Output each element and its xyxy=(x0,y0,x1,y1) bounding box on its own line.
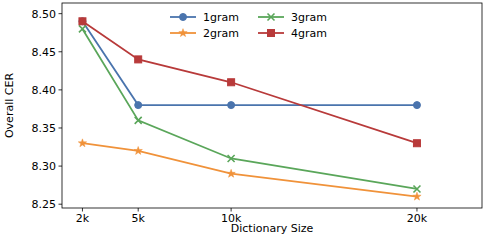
point xyxy=(227,169,235,177)
point xyxy=(78,139,86,147)
series-line xyxy=(82,29,417,189)
x-tick-label: 5k xyxy=(132,212,146,225)
legend-label: 1gram xyxy=(203,11,239,24)
point xyxy=(79,25,86,32)
y-tick-label: 8.35 xyxy=(32,122,57,135)
x-axis-label: Dictionary Size xyxy=(231,222,314,234)
series-line xyxy=(82,21,417,143)
point xyxy=(135,56,142,63)
legend-label: 4gram xyxy=(291,27,327,40)
legend-label: 2gram xyxy=(203,27,239,40)
point xyxy=(228,155,235,162)
legend-marker xyxy=(268,30,275,37)
y-tick xyxy=(59,13,63,14)
point xyxy=(135,117,142,124)
x-tick xyxy=(231,208,232,212)
legend-label: 3gram xyxy=(291,11,327,24)
y-tick xyxy=(59,89,63,90)
x-tick-label: 20k xyxy=(407,212,428,225)
point xyxy=(228,102,235,109)
y-tick-label: 8.40 xyxy=(32,84,57,97)
plot-frame xyxy=(62,3,482,208)
chart: 8.258.308.358.408.458.502k5k10k20kDictio… xyxy=(0,0,492,234)
point xyxy=(413,185,420,192)
point xyxy=(228,79,235,86)
y-axis-label: Overall CER xyxy=(3,73,16,138)
legend: 1gram 2gram 3gram 4gram xyxy=(170,11,327,40)
series-line xyxy=(82,143,417,196)
y-tick-label: 8.45 xyxy=(32,46,57,59)
series-line xyxy=(82,21,417,105)
y-tick xyxy=(59,127,63,128)
x-tick xyxy=(416,208,417,212)
legend-marker xyxy=(268,14,275,21)
point xyxy=(134,146,142,154)
point xyxy=(413,140,420,147)
legend-marker xyxy=(180,14,187,21)
point xyxy=(413,102,420,109)
y-tick-label: 8.30 xyxy=(32,160,57,173)
y-tick xyxy=(59,204,63,205)
legend-marker xyxy=(179,29,187,37)
point xyxy=(135,102,142,109)
y-tick-label: 8.50 xyxy=(32,8,57,21)
point xyxy=(79,18,86,25)
point xyxy=(79,18,86,25)
plot-area xyxy=(78,18,421,200)
x-tick-label: 2k xyxy=(76,212,90,225)
y-tick xyxy=(59,51,63,52)
x-tick xyxy=(138,208,139,212)
y-tick-label: 8.25 xyxy=(32,198,57,211)
x-tick xyxy=(82,208,83,212)
y-tick xyxy=(59,166,63,167)
point xyxy=(413,192,421,200)
